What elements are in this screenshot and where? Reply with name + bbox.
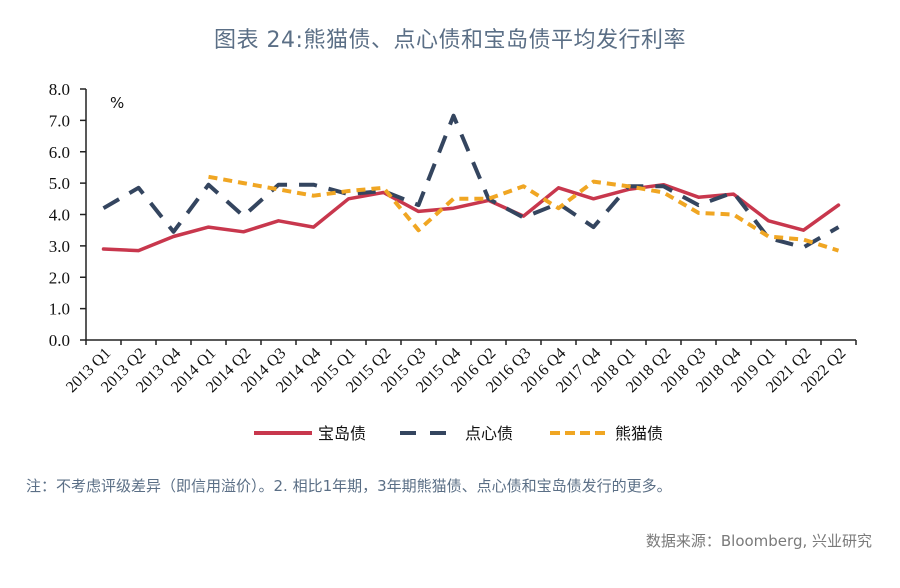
y-tick-label: 6.0	[49, 143, 70, 162]
series-line-宝岛债	[101, 182, 841, 253]
chart-legend: 宝岛债 点心债 熊猫债	[254, 424, 663, 443]
data-source: 数据来源：Bloomberg, 兴业研究	[645, 532, 872, 550]
series-line-点心债	[102, 113, 840, 250]
y-tick-label: 4.0	[49, 206, 70, 225]
legend-label: 点心债	[465, 424, 513, 443]
chart-series	[101, 113, 841, 253]
y-tick-label: 3.0	[49, 237, 70, 256]
y-tick-label: 1.0	[49, 300, 70, 319]
series-line-熊猫债	[208, 174, 840, 253]
y-tick-label: 2.0	[49, 268, 70, 287]
y-tick-label: 8.0	[49, 80, 70, 99]
line-chart: 0.01.02.03.04.05.06.07.08.0%2013 Q12013 …	[49, 80, 857, 443]
chart-title: 图表 24:熊猫债、点心债和宝岛债平均发行利率	[214, 28, 686, 53]
y-tick-label: 7.0	[49, 111, 70, 130]
y-tick-label: 0.0	[49, 331, 70, 350]
legend-label: 宝岛债	[318, 424, 366, 443]
footnote: 注：不考虑评级差异（即信用溢价）。2. 相比1年期，3年期熊猫债、点心债和宝岛债…	[26, 477, 672, 495]
legend-label: 熊猫债	[615, 424, 663, 443]
y-tick-label: 5.0	[49, 174, 70, 193]
y-unit-label: %	[110, 94, 124, 112]
